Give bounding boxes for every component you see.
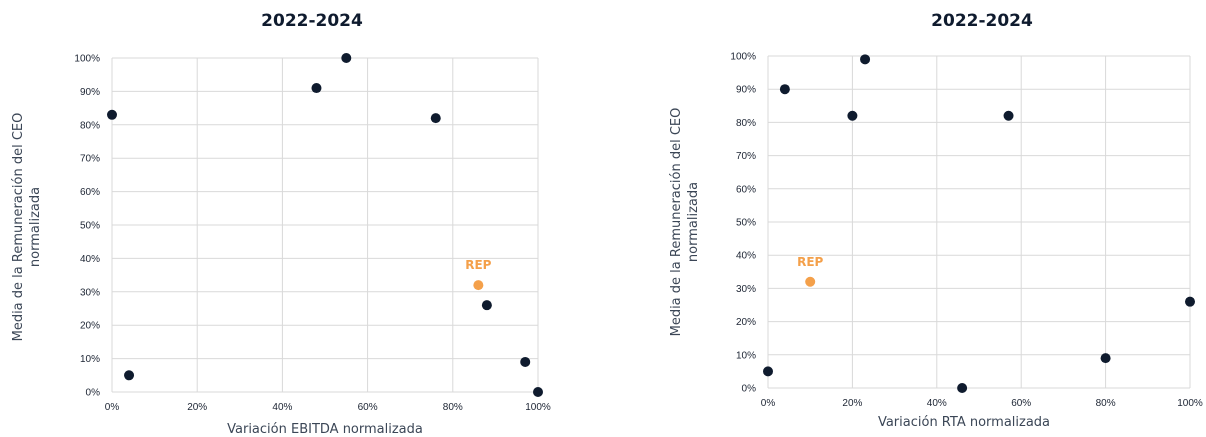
x-tick-label: 0% (761, 398, 776, 409)
y-tick-label: 30% (736, 284, 756, 295)
y-axis-label: Media de la Remuneración del CEO normaliz… (669, 108, 701, 337)
data-point (341, 53, 352, 63)
data-point (533, 387, 543, 397)
y-tick-label: 40% (80, 254, 100, 265)
data-point (481, 300, 492, 311)
data-point (1003, 110, 1014, 121)
y-tick-label: 10% (80, 354, 100, 365)
x-tick-label: 100% (1177, 398, 1203, 409)
scatter-chart-rta: 0% 10% 20% 30% 40% 50% 60% 70% 80% 90% 100% 0% 20% 40… (669, 11, 1203, 430)
data-point (957, 383, 968, 393)
data-point (311, 83, 322, 94)
rep-highlight-label: REP (465, 258, 491, 272)
y-tick-label: 100% (74, 54, 100, 65)
data-point (430, 113, 441, 124)
y-tick-label: 90% (80, 87, 100, 98)
chart-title: 2022-2024 (261, 11, 363, 31)
x-tick-label: 80% (1096, 398, 1116, 409)
x-tick-label: 100% (525, 402, 551, 413)
y-tick-label: 0% (86, 388, 101, 399)
x-tick-label: 80% (443, 402, 463, 413)
y-tick-label: 80% (80, 120, 100, 131)
y-tick-label: 30% (80, 287, 100, 298)
y-tick-label: 70% (736, 151, 756, 162)
data-point (847, 110, 858, 121)
y-tick-label: 60% (736, 184, 756, 195)
x-tick-label: 40% (272, 402, 292, 413)
x-axis-label: Variación EBITDA normalizada (227, 422, 423, 437)
data-point (107, 109, 117, 120)
rep-highlight-point (473, 280, 484, 291)
y-tick-label: 70% (80, 154, 100, 165)
scatter-chart-ebitda: 0% 10% 20% 30% 40% 50% 60% 70% 80% 90% 100% 0% 20% 40… (11, 11, 551, 437)
x-axis-label: Variación RTA normalizada (878, 415, 1050, 430)
data-point (1100, 353, 1111, 364)
chart-title: 2022-2024 (931, 11, 1033, 31)
y-tick-label: 90% (736, 85, 756, 96)
y-tick-label: 40% (736, 251, 756, 262)
y-tick-label: 20% (736, 317, 756, 328)
data-point (1185, 296, 1195, 307)
x-tick-label: 20% (842, 398, 862, 409)
y-axis-label: Media de la Remuneración del CEO normaliz… (11, 113, 43, 342)
y-tick-label: 20% (80, 321, 100, 332)
y-tick-label: 50% (80, 221, 100, 232)
y-tick-label: 80% (736, 118, 756, 129)
x-tick-label: 0% (105, 402, 120, 413)
x-tick-label: 40% (927, 398, 947, 409)
data-point (779, 84, 790, 95)
x-tick-label: 60% (1011, 398, 1031, 409)
data-point (124, 370, 135, 381)
y-tick-label: 10% (736, 350, 756, 361)
rep-highlight-point (805, 276, 816, 287)
data-point (763, 366, 773, 377)
y-tick-label: 100% (730, 52, 756, 63)
data-point (520, 356, 531, 367)
data-point (860, 54, 871, 65)
x-tick-label: 20% (187, 402, 207, 413)
x-tick-label: 60% (358, 402, 378, 413)
y-tick-label: 50% (736, 218, 756, 229)
y-tick-label: 60% (80, 187, 100, 198)
y-tick-label: 0% (742, 384, 757, 395)
rep-highlight-label: REP (797, 255, 823, 269)
